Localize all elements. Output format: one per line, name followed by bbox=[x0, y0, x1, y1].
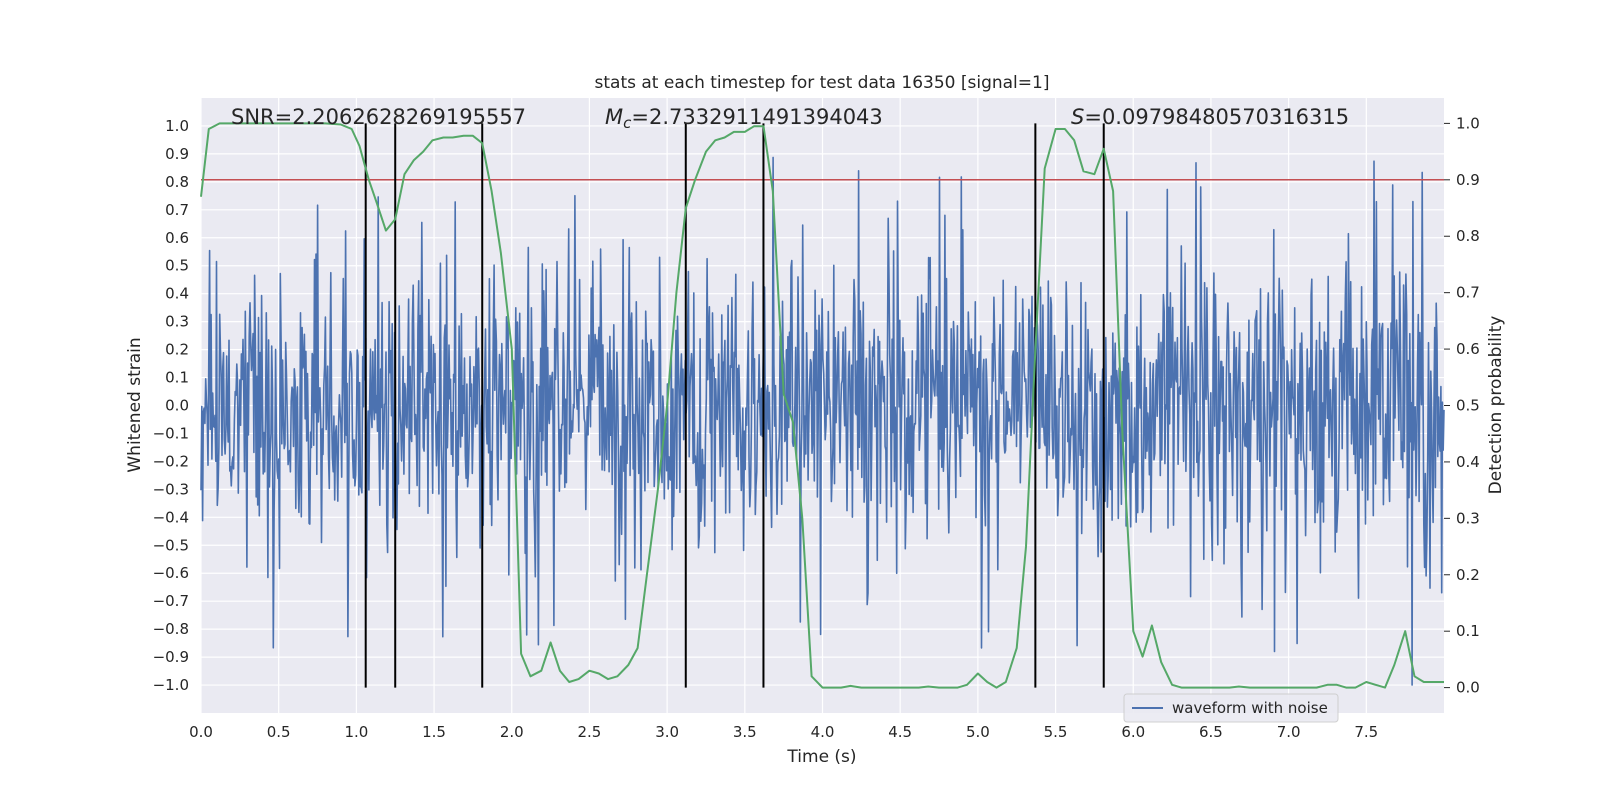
y-tick-label: 0.5 bbox=[165, 257, 189, 275]
x-tick-label: 1.0 bbox=[344, 723, 368, 741]
y2-axis-label: Detection probability bbox=[1486, 316, 1506, 495]
legend: waveform with noise bbox=[1123, 693, 1339, 723]
x-tick-label: 2.0 bbox=[500, 723, 524, 741]
legend-box bbox=[1123, 693, 1339, 723]
y-tick-label: −0.5 bbox=[153, 536, 189, 554]
y-axis-label: Whitened strain bbox=[125, 337, 145, 472]
y2-tick-label: 0.0 bbox=[1456, 679, 1480, 697]
x-tick-label: 4.5 bbox=[888, 723, 912, 741]
x-tick-label: 5.0 bbox=[966, 723, 990, 741]
detection-probability-line bbox=[200, 122, 1444, 689]
s-symbol: S bbox=[1071, 105, 1084, 129]
y-tick-label: −0.4 bbox=[153, 508, 189, 526]
y-tick-label: 0.1 bbox=[165, 369, 189, 387]
y2-tick-label: 0.8 bbox=[1456, 227, 1480, 245]
x-tick-label: 3.5 bbox=[733, 723, 757, 741]
x-tick-label: 6.0 bbox=[1121, 723, 1145, 741]
chart-title: stats at each timestep for test data 163… bbox=[595, 73, 1050, 93]
chirp-mass-value: =2.7332911491394043 bbox=[631, 105, 882, 129]
y-tick-label: 0.6 bbox=[165, 229, 189, 247]
y2-tick-label: 0.1 bbox=[1456, 622, 1480, 640]
y-tick-label: 0.0 bbox=[165, 397, 189, 415]
y2-tick-label: 0.3 bbox=[1456, 509, 1480, 527]
y-tick-label: 0.9 bbox=[165, 145, 189, 163]
y-tick-label: −0.3 bbox=[153, 480, 189, 498]
x-axis-label: Time (s) bbox=[786, 747, 856, 767]
x-tick-label: 5.5 bbox=[1044, 723, 1068, 741]
waveform-line bbox=[200, 156, 1445, 686]
y-tick-label: −1.0 bbox=[153, 676, 189, 694]
x-tick-label: 0.0 bbox=[189, 723, 213, 741]
y2-tick-label: 0.4 bbox=[1456, 453, 1480, 471]
y2-axis-ticks: 1.0 0.9 0.8 0.7 0.6 0.5 0.4 0.3 0.2 0.1 0.0 bbox=[1444, 114, 1480, 697]
x-tick-label: 7.5 bbox=[1354, 723, 1378, 741]
y-tick-label: −0.7 bbox=[153, 592, 189, 610]
y2-tick-label: 1.0 bbox=[1456, 114, 1480, 132]
x-tick-label: 6.5 bbox=[1199, 723, 1223, 741]
x-tick-label: 3.0 bbox=[655, 723, 679, 741]
legend-label-waveform: waveform with noise bbox=[1172, 699, 1328, 717]
waveform-series bbox=[200, 156, 1445, 686]
y-tick-label: 1.0 bbox=[165, 117, 189, 135]
y-axis-ticks: 1.0 0.9 0.8 0.7 0.6 0.5 0.4 0.3 0.2 0.1 0.0 −0.1 −0.… bbox=[153, 117, 189, 694]
y2-tick-label: 0.2 bbox=[1456, 566, 1480, 584]
x-axis-ticks: 0.0 0.5 1.0 1.5 2.0 2.5 3.0 3.5 4.0 4.5 5.0 5.5 6.0 6… bbox=[189, 723, 1378, 741]
x-tick-label: 4.0 bbox=[811, 723, 835, 741]
chirp-mass-annotation: Mc=2.7332911491394043 bbox=[605, 105, 883, 132]
x-tick-label: 7.0 bbox=[1277, 723, 1301, 741]
snr-annotation: SNR=2.2062628269195557 bbox=[231, 105, 526, 129]
y-tick-label: 0.3 bbox=[165, 313, 189, 331]
x-tick-label: 0.5 bbox=[267, 723, 291, 741]
y2-tick-label: 0.7 bbox=[1456, 284, 1480, 302]
x-tick-label: 1.5 bbox=[422, 723, 446, 741]
y-tick-label: 0.2 bbox=[165, 341, 189, 359]
y2-tick-label: 0.6 bbox=[1456, 340, 1480, 358]
y-tick-label: −0.9 bbox=[153, 648, 189, 666]
y-tick-label: −0.1 bbox=[153, 424, 189, 442]
vertical-marker-lines bbox=[364, 123, 1105, 688]
x-tick-label: 2.5 bbox=[578, 723, 602, 741]
y-tick-label: 0.8 bbox=[165, 173, 189, 191]
s-annotation: S=0.09798480570316315 bbox=[1071, 105, 1349, 129]
y-tick-label: −0.8 bbox=[153, 620, 189, 638]
probability-series-layer bbox=[200, 122, 1444, 689]
chirp-mass-symbol: M bbox=[605, 105, 623, 129]
y-tick-label: 0.7 bbox=[165, 201, 189, 219]
y-tick-label: −0.6 bbox=[153, 564, 189, 582]
y-tick-label: −0.2 bbox=[153, 452, 189, 470]
y2-tick-label: 0.9 bbox=[1456, 171, 1480, 189]
y2-tick-label: 0.5 bbox=[1456, 397, 1480, 415]
chirp-mass-subscript: c bbox=[623, 114, 632, 132]
y-tick-label: 0.4 bbox=[165, 285, 189, 303]
s-value: =0.09798480570316315 bbox=[1084, 105, 1349, 129]
